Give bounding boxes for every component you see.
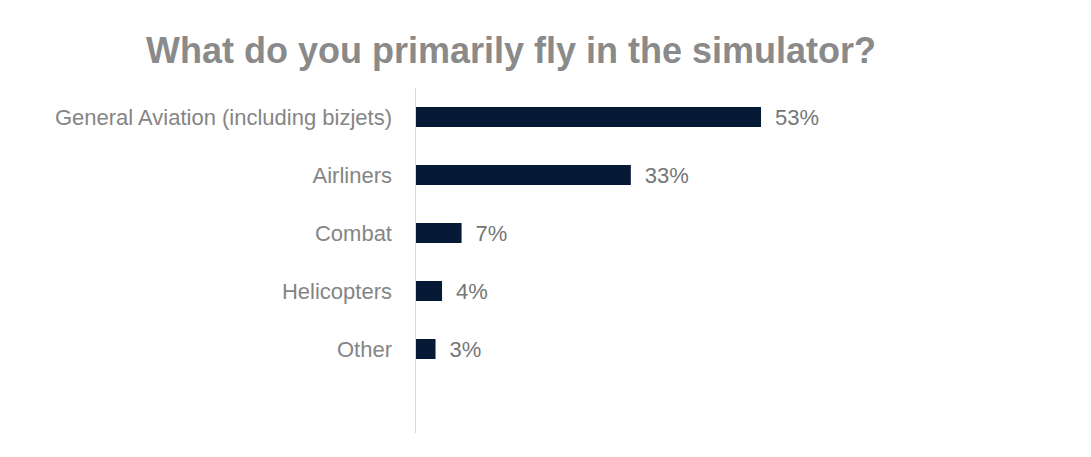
category-label: Other [337,337,392,362]
data-label: 7% [476,221,508,246]
bar [416,281,442,301]
category-label: General Aviation (including bizjets) [55,105,392,130]
bar [416,107,761,127]
bar [416,223,462,243]
data-label: 4% [456,279,488,304]
data-label: 3% [450,337,482,362]
chart: What do you primarily fly in the simulat… [0,0,1091,457]
data-label: 53% [775,105,819,130]
bar [416,165,631,185]
axis-line [415,88,416,433]
category-label: Helicopters [282,279,392,304]
category-label: Combat [315,221,392,246]
bar [416,339,436,359]
bars [416,107,761,359]
category-label: Airliners [313,163,392,188]
data-label: 33% [645,163,689,188]
title: What do you primarily fly in the simulat… [146,30,876,71]
